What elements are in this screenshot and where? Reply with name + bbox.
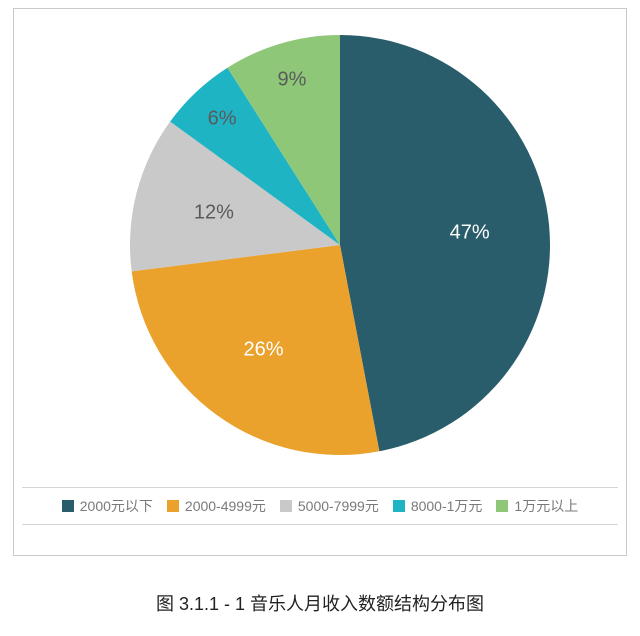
legend-label: 2000-4999元 — [185, 496, 266, 516]
legend-swatch — [393, 500, 405, 512]
pie-chart: 47% 26% 12% 6% 9% — [13, 9, 627, 469]
legend-swatch — [496, 500, 508, 512]
pie-slice-label: 26% — [243, 339, 283, 362]
pie-svg — [130, 35, 550, 455]
legend-label: 2000元以下 — [80, 496, 153, 516]
pie-slice-label: 6% — [208, 108, 237, 131]
legend-label: 1万元以上 — [514, 496, 578, 516]
chart-frame: 47% 26% 12% 6% 9% 2000元以下 2000-4999元 5000-7999… — [13, 8, 627, 556]
legend-label: 5000-7999元 — [298, 496, 379, 516]
pie-slice-label: 9% — [278, 68, 307, 91]
legend-item: 2000元以下 — [62, 496, 153, 516]
legend-item: 2000-4999元 — [167, 496, 266, 516]
legend-swatch — [62, 500, 74, 512]
legend: 2000元以下 2000-4999元 5000-7999元 8000-1万元 1万元以上 — [22, 487, 618, 525]
legend-swatch — [280, 500, 292, 512]
chart-caption: 图 3.1.1 - 1 音乐人月收入数额结构分布图 — [156, 590, 484, 616]
legend-item: 5000-7999元 — [280, 496, 379, 516]
pie-slice-label: 12% — [194, 201, 234, 224]
legend-label: 8000-1万元 — [411, 496, 483, 516]
pie-slice — [340, 35, 550, 451]
legend-item: 8000-1万元 — [393, 496, 483, 516]
legend-item: 1万元以上 — [496, 496, 578, 516]
pie-slice-label: 47% — [450, 221, 490, 244]
legend-swatch — [167, 500, 179, 512]
